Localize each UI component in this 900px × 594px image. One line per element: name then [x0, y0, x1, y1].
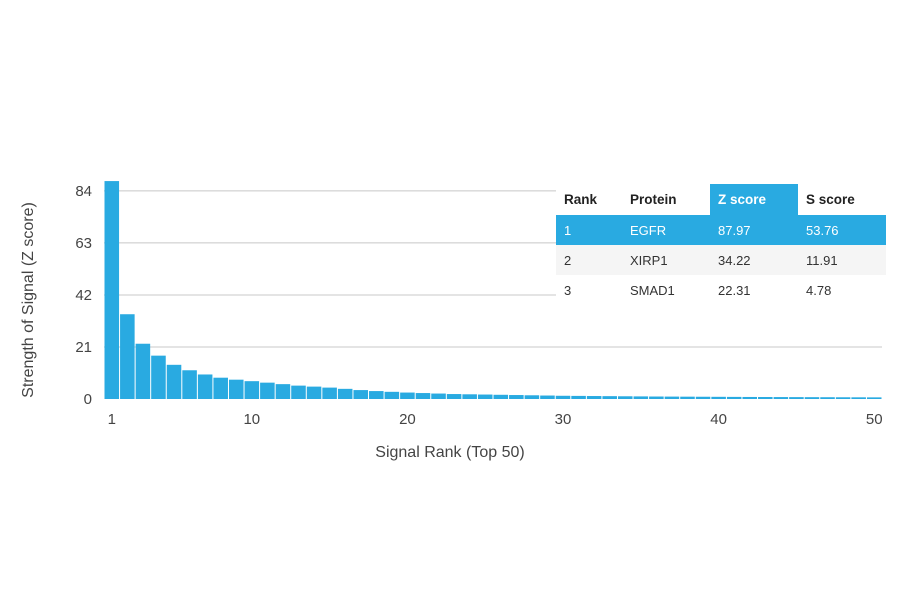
cell-rank: 2	[556, 245, 622, 275]
bar	[664, 396, 680, 399]
x-tick-label: 30	[555, 411, 572, 428]
bar	[509, 395, 524, 399]
y-tick-label: 84	[75, 183, 92, 200]
bar	[104, 181, 120, 399]
bar	[571, 395, 586, 399]
bar	[400, 392, 415, 399]
cell-protein: EGFR	[622, 215, 710, 245]
cell-protein: XIRP1	[622, 245, 710, 275]
table-header-row: Rank Protein Z score S score	[556, 184, 886, 215]
bar	[555, 395, 571, 399]
bar	[540, 395, 555, 399]
bar	[120, 314, 135, 399]
bar	[602, 396, 617, 399]
y-tick-label: 0	[84, 391, 92, 408]
cell-s-score: 4.78	[806, 282, 832, 298]
table-row: 3 SMAD1 22.31 4.78	[556, 275, 886, 305]
y-tick-label: 21	[75, 339, 92, 356]
bar	[431, 393, 446, 399]
bar	[851, 397, 866, 399]
header-s-score: S score	[806, 192, 855, 207]
y-ticks: 0 21 42 63 84	[75, 183, 92, 408]
bar	[726, 396, 742, 399]
cell-s-score: 11.91	[798, 245, 886, 275]
bar	[617, 396, 633, 399]
table-row: 1 EGFR 87.97 53.76	[556, 215, 886, 245]
table-row: 2 XIRP1 34.22 11.91	[556, 245, 886, 275]
bar	[586, 396, 602, 399]
y-tick-label: 42	[75, 287, 92, 304]
header-protein: Protein	[630, 192, 677, 207]
bar	[337, 388, 353, 399]
bar	[835, 397, 851, 399]
bar	[369, 391, 384, 399]
bar	[789, 397, 804, 399]
bar	[462, 394, 477, 399]
bar	[384, 391, 400, 399]
bar	[680, 396, 695, 399]
bar	[820, 397, 835, 399]
cell-s-score: 53.76	[798, 215, 886, 245]
x-tick-label: 1	[108, 411, 116, 428]
x-tick-label: 20	[399, 411, 416, 428]
bar	[306, 386, 322, 399]
cell-rank: 1	[556, 215, 622, 245]
bars	[104, 181, 882, 399]
bar	[493, 394, 509, 399]
x-ticks: 1 10 20 30 40 50	[108, 411, 883, 428]
bar	[213, 377, 228, 399]
bar	[182, 370, 197, 399]
bar	[866, 397, 882, 399]
bar	[135, 343, 151, 399]
score-table: Rank Protein Z score S score 1 EGFR 87.9…	[556, 184, 886, 305]
cell-z-score: 22.31	[718, 282, 751, 298]
bar	[773, 397, 789, 399]
cell-z-score: 87.97	[710, 215, 798, 245]
bar	[228, 379, 244, 399]
bar	[291, 385, 306, 399]
bar	[322, 387, 337, 399]
bar	[446, 394, 462, 399]
x-tick-label: 10	[243, 411, 260, 428]
bar	[151, 355, 166, 399]
x-tick-label: 50	[866, 411, 883, 428]
bar	[804, 397, 820, 399]
bar	[649, 396, 664, 399]
bar	[742, 396, 758, 399]
bar	[415, 393, 431, 399]
x-tick-label: 40	[710, 411, 727, 428]
y-tick-label: 63	[75, 235, 92, 252]
bar	[524, 395, 540, 399]
bar	[353, 390, 369, 399]
header-rank: Rank	[564, 192, 598, 207]
cell-protein: SMAD1	[630, 282, 675, 298]
bar	[695, 396, 711, 399]
cell-rank: 3	[564, 282, 572, 298]
bar	[758, 397, 773, 399]
bar	[197, 374, 213, 399]
x-axis-title: Signal Rank (Top 50)	[375, 444, 524, 461]
bar	[275, 384, 291, 399]
bar	[260, 382, 275, 399]
bar	[711, 396, 726, 399]
y-axis-title: Strength of Signal (Z score)	[20, 202, 37, 398]
bar	[633, 396, 649, 399]
header-z-score: Z score	[710, 184, 798, 215]
bar	[477, 394, 493, 399]
cell-z-score: 34.22	[710, 245, 798, 275]
bar	[166, 364, 182, 399]
bar	[244, 381, 260, 399]
